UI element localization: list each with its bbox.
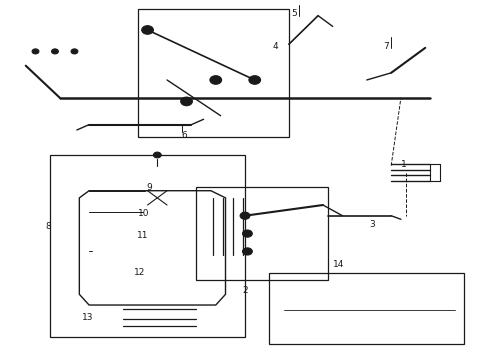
Text: 1: 1 <box>400 160 406 169</box>
Circle shape <box>51 49 58 54</box>
Circle shape <box>142 26 153 34</box>
Text: 9: 9 <box>146 183 152 192</box>
Circle shape <box>181 97 193 106</box>
Circle shape <box>240 212 250 219</box>
Text: 8: 8 <box>45 222 51 231</box>
Text: 10: 10 <box>138 210 150 219</box>
Circle shape <box>32 49 39 54</box>
Circle shape <box>243 230 252 237</box>
Circle shape <box>71 49 78 54</box>
Text: 6: 6 <box>181 131 187 140</box>
Circle shape <box>249 76 261 84</box>
Text: 14: 14 <box>333 260 344 269</box>
Text: 13: 13 <box>82 313 94 322</box>
Circle shape <box>210 76 221 84</box>
Text: 12: 12 <box>134 268 145 277</box>
Text: 3: 3 <box>370 220 375 229</box>
Text: 7: 7 <box>383 42 389 51</box>
Text: 2: 2 <box>242 285 248 294</box>
Circle shape <box>153 152 161 158</box>
Circle shape <box>243 248 252 255</box>
Text: 11: 11 <box>137 231 148 240</box>
Text: 5: 5 <box>291 9 296 18</box>
Text: 4: 4 <box>273 41 278 50</box>
